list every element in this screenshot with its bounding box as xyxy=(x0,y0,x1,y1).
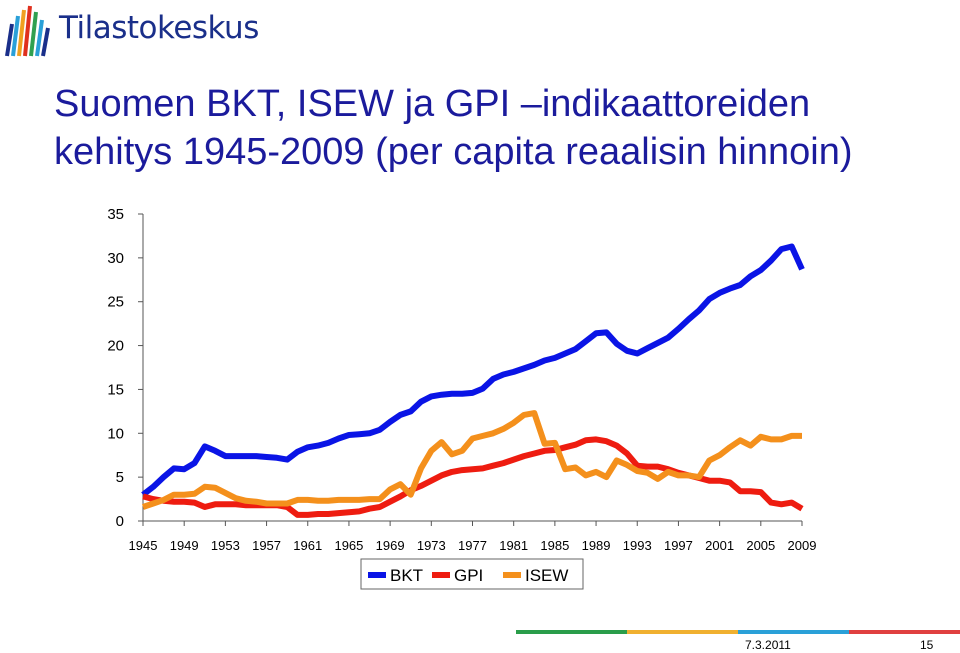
y-tick-label: 25 xyxy=(107,294,124,311)
series-line-isew xyxy=(142,410,802,510)
logo-bar xyxy=(11,15,20,57)
logo-bar xyxy=(17,9,26,57)
logo-bar xyxy=(35,19,44,57)
y-tick-label: 10 xyxy=(107,425,124,442)
legend-label-gpi: GPI xyxy=(454,566,483,585)
series-line-gpi xyxy=(142,436,804,518)
x-tick-label: 1997 xyxy=(664,538,693,553)
y-tick-label: 15 xyxy=(107,381,124,398)
footer-date: 7.3.2011 xyxy=(745,638,791,652)
series-line-bkt xyxy=(141,243,805,498)
footer-bar xyxy=(516,630,627,634)
x-tick-label: 2001 xyxy=(705,538,734,553)
y-tick-label: 35 xyxy=(107,206,124,223)
logo-bar xyxy=(5,23,14,57)
x-tick-label: 1985 xyxy=(540,538,569,553)
x-tick-label: 2009 xyxy=(788,538,817,553)
logo-text: Tilastokeskus xyxy=(59,10,259,46)
footer-bar xyxy=(849,630,960,634)
slide-title-line-2: kehitys 1945-2009 (per capita reaalisin … xyxy=(54,131,853,173)
x-tick-label: 1945 xyxy=(129,538,158,553)
y-tick-label: 30 xyxy=(107,250,124,267)
x-tick-label: 1993 xyxy=(623,538,652,553)
footer-bar xyxy=(627,630,738,634)
footer-bar xyxy=(738,630,849,634)
y-tick-label: 20 xyxy=(107,338,124,355)
x-tick-label: 1965 xyxy=(334,538,363,553)
x-tick-label: 1949 xyxy=(170,538,199,553)
x-tick-label: 1977 xyxy=(458,538,487,553)
x-tick-label: 1969 xyxy=(376,538,405,553)
legend-label-bkt: BKT xyxy=(390,566,423,585)
logo-bar xyxy=(29,11,38,57)
x-tick-label: 1981 xyxy=(499,538,528,553)
x-tick-label: 1953 xyxy=(211,538,240,553)
x-tick-label: 1961 xyxy=(293,538,322,553)
legend-box xyxy=(360,558,584,590)
slide-title: Suomen BKT, ISEW ja GPI –indikaattoreide… xyxy=(54,80,934,176)
tilastokeskus-logo: Tilastokeskus xyxy=(3,2,259,60)
y-tick-label: 5 xyxy=(116,469,124,486)
logo-bar xyxy=(41,27,50,57)
x-tick-label: 2005 xyxy=(746,538,775,553)
series-lines xyxy=(141,243,805,518)
logo-bar xyxy=(23,5,32,57)
legend-label-isew: ISEW xyxy=(525,566,568,585)
x-axis-ticks: 1945 1949 1953 1957 1961 1965 1969 1973 1977 1981… xyxy=(129,521,817,553)
y-axis-ticks: 0 5 10 15 20 25 30 35 xyxy=(107,206,143,530)
legend: BKT GPI ISEW xyxy=(360,558,584,590)
y-tick-label: 0 xyxy=(116,513,124,530)
logo-mark-icon xyxy=(5,5,50,57)
x-tick-label: 1973 xyxy=(417,538,446,553)
x-tick-label: 1957 xyxy=(252,538,281,553)
page-number: 15 xyxy=(920,638,934,652)
x-tick-label: 1989 xyxy=(582,538,611,553)
slide-title-line-1: Suomen BKT, ISEW ja GPI –indikaattoreide… xyxy=(54,83,811,125)
